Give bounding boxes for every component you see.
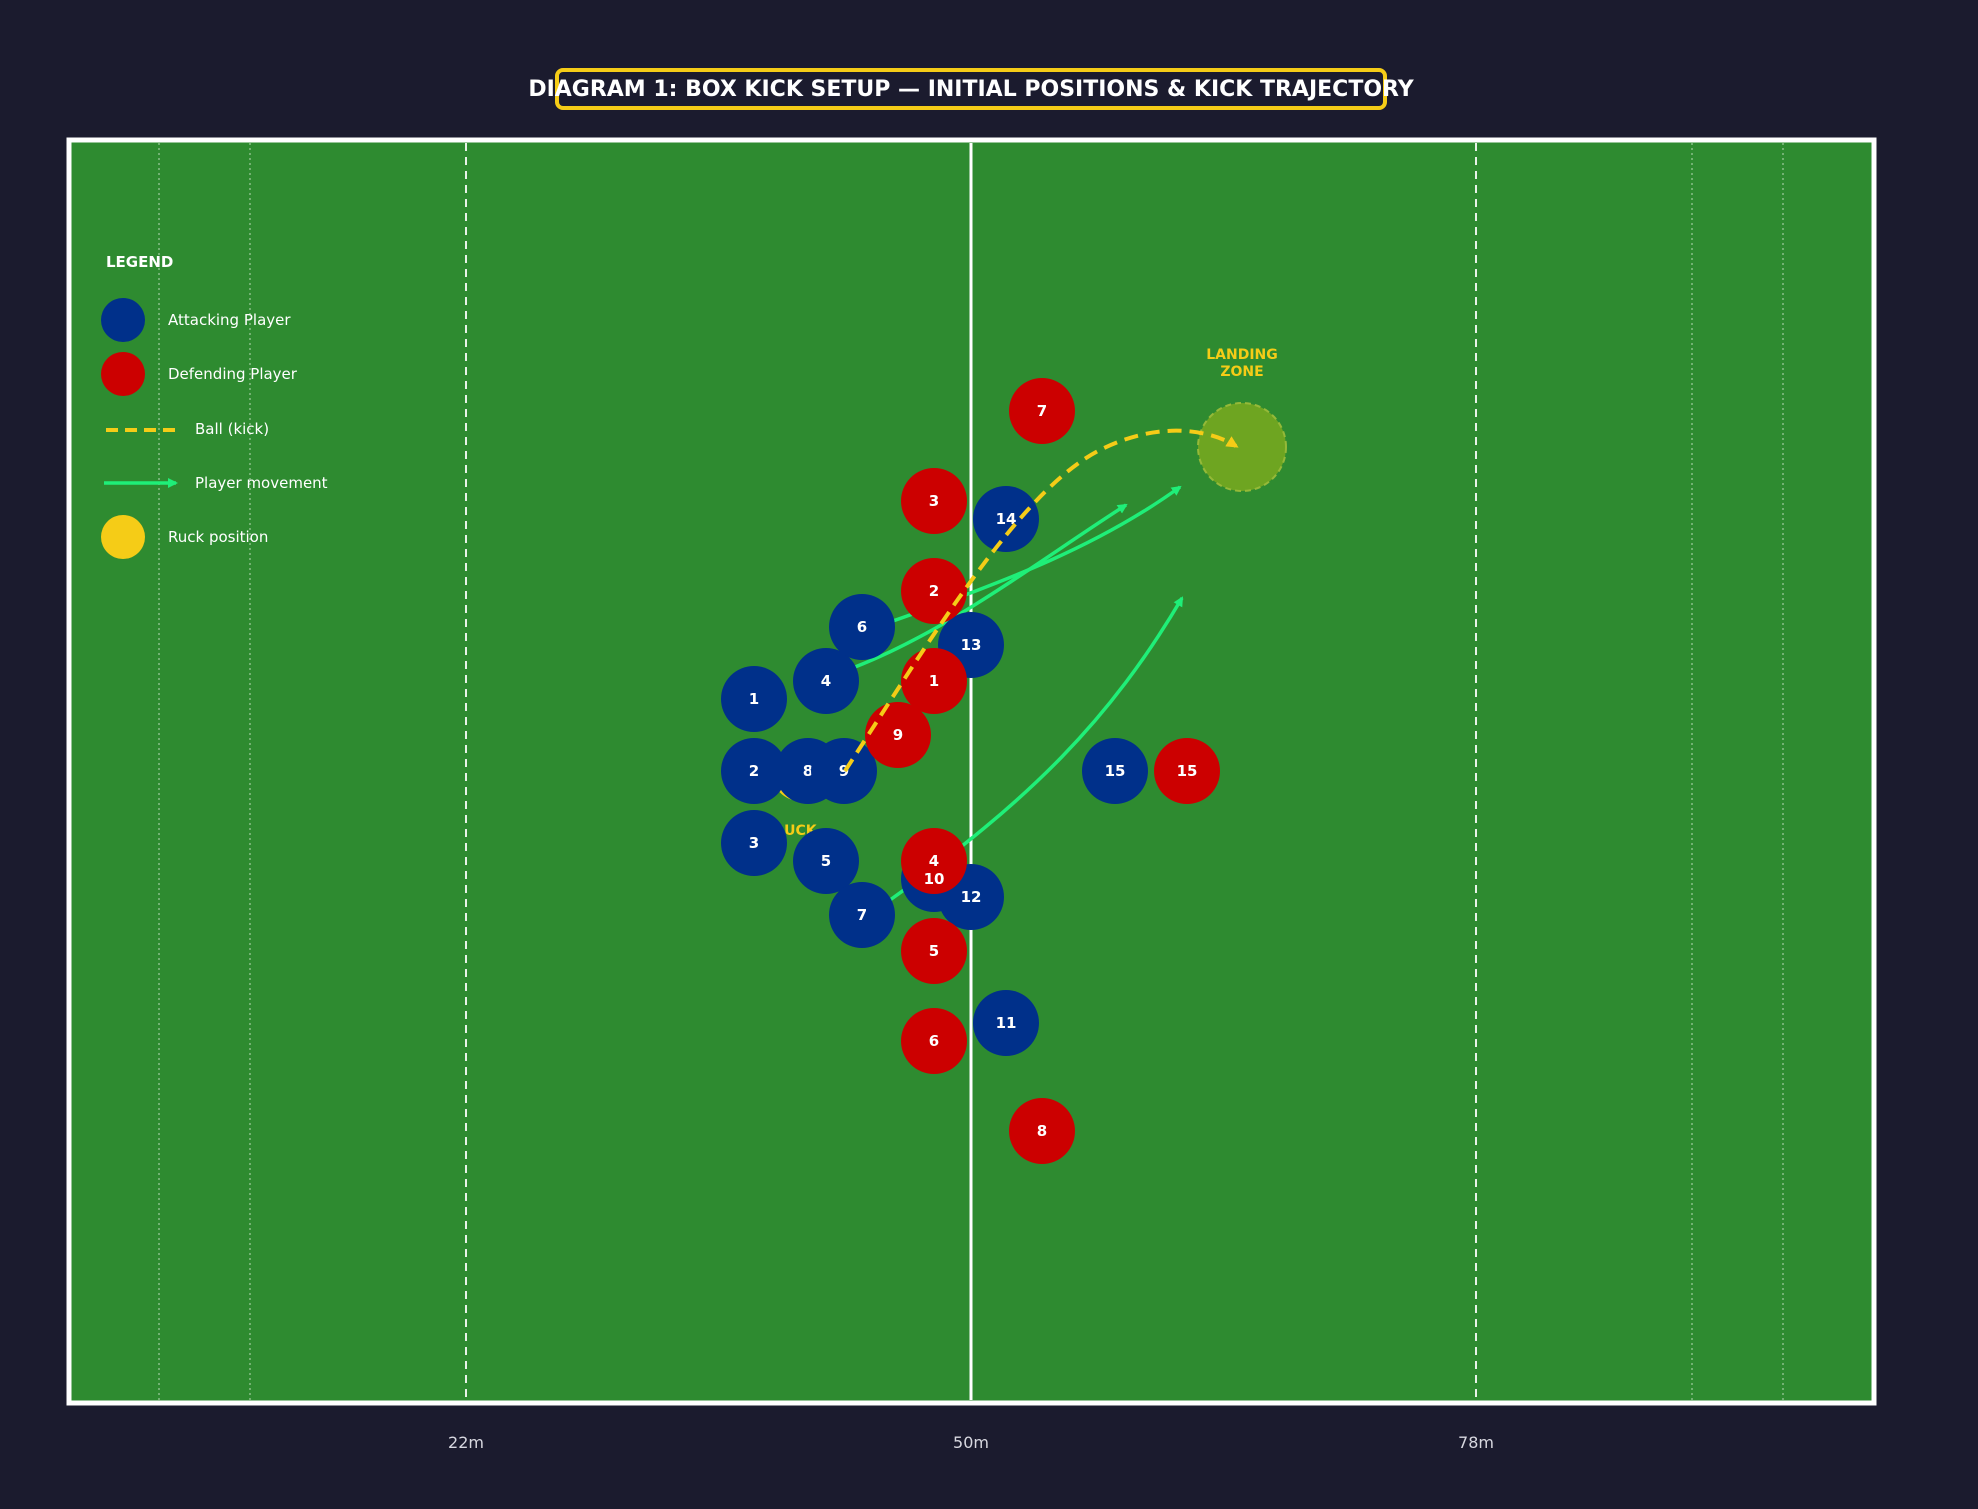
legend-ruck-symbol xyxy=(101,515,145,559)
attacking-player-5[interactable]: 5 xyxy=(793,828,859,894)
ball-kick-trajectory xyxy=(843,428,1239,773)
legend-ruck-label: Ruck position xyxy=(168,528,268,546)
defending-player-number: 5 xyxy=(929,942,939,960)
defending-player-9[interactable]: 9 xyxy=(865,702,931,768)
attacking-player-4[interactable]: 4 xyxy=(793,648,859,714)
defending-player-number: 2 xyxy=(929,582,939,600)
defending-player-number: 3 xyxy=(929,492,939,510)
attacking-player-number: 6 xyxy=(857,618,867,636)
attacking-player-number: 15 xyxy=(1105,762,1126,780)
defending-players: 1 2 3 4 5 6 7 8 9 15 xyxy=(865,378,1220,1164)
attacking-player-11[interactable]: 11 xyxy=(973,990,1039,1056)
attacking-player-7[interactable]: 7 xyxy=(829,882,895,948)
defending-player-8[interactable]: 8 xyxy=(1009,1098,1075,1164)
attacking-player-number: 11 xyxy=(996,1014,1017,1032)
landing-zone xyxy=(1197,402,1287,492)
landing-zone-label-line2: ZONE xyxy=(1220,364,1263,380)
defending-player-6[interactable]: 6 xyxy=(901,1008,967,1074)
legend-attacking-label: Attacking Player xyxy=(168,311,291,329)
legend: LEGEND Attacking Player Defending Player… xyxy=(101,253,328,559)
attacking-player-number: 3 xyxy=(749,834,759,852)
attacking-player-number: 7 xyxy=(857,906,867,924)
landing-zone-label-line1: LANDING xyxy=(1206,347,1278,363)
defending-player-number: 7 xyxy=(1037,402,1047,420)
attacking-player-number: 1 xyxy=(749,690,759,708)
attacking-player-number: 13 xyxy=(961,636,982,654)
defending-player-2[interactable]: 2 xyxy=(901,558,967,624)
marker-78m: 78m xyxy=(1458,1433,1494,1452)
defending-player-3[interactable]: 3 xyxy=(901,468,967,534)
attacking-player-1[interactable]: 1 xyxy=(721,666,787,732)
attacking-player-10-number: 10 xyxy=(924,870,945,888)
defending-player-number: 6 xyxy=(929,1032,939,1050)
defending-player-5[interactable]: 5 xyxy=(901,918,967,984)
movement-arrow-1 xyxy=(854,503,1128,669)
diagram-title: DIAGRAM 1: BOX KICK SETUP — INITIAL POSI… xyxy=(528,68,1414,110)
legend-movement-label: Player movement xyxy=(195,474,328,492)
defending-player-number: 8 xyxy=(1037,1122,1047,1140)
attacking-player-number: 2 xyxy=(749,762,759,780)
attacking-player-number: 12 xyxy=(961,888,982,906)
legend-attacking-symbol xyxy=(101,298,145,342)
attacking-player-number: 9 xyxy=(839,762,849,780)
defending-player-15[interactable]: 15 xyxy=(1154,738,1220,804)
attacking-player-14[interactable]: 14 xyxy=(973,486,1039,552)
attacking-player-3[interactable]: 3 xyxy=(721,810,787,876)
attacking-player-2[interactable]: 2 xyxy=(721,738,787,804)
marker-22m: 22m xyxy=(448,1433,484,1452)
attacking-player-number: 4 xyxy=(821,672,831,690)
attacking-player-15[interactable]: 15 xyxy=(1082,738,1148,804)
defending-player-number: 15 xyxy=(1177,762,1198,780)
attacking-player-number: 5 xyxy=(821,852,831,870)
marker-50m: 50m xyxy=(953,1433,989,1452)
attacking-player-number: 8 xyxy=(803,762,813,780)
legend-defending-symbol xyxy=(101,352,145,396)
legend-title: LEGEND xyxy=(106,253,173,271)
attacking-player-number: 14 xyxy=(996,510,1017,528)
attacking-player-6[interactable]: 6 xyxy=(829,594,895,660)
attacking-player-9[interactable]: 9 xyxy=(811,738,877,804)
defending-player-4[interactable]: 4 xyxy=(901,828,967,894)
defending-player-7[interactable]: 7 xyxy=(1009,378,1075,444)
legend-defending-label: Defending Player xyxy=(168,365,298,383)
defending-player-1[interactable]: 1 xyxy=(901,648,967,714)
legend-ball-label: Ball (kick) xyxy=(195,420,269,438)
defending-player-number: 4 xyxy=(929,852,939,870)
defending-player-number: 1 xyxy=(929,672,939,690)
defending-player-number: 9 xyxy=(893,726,903,744)
